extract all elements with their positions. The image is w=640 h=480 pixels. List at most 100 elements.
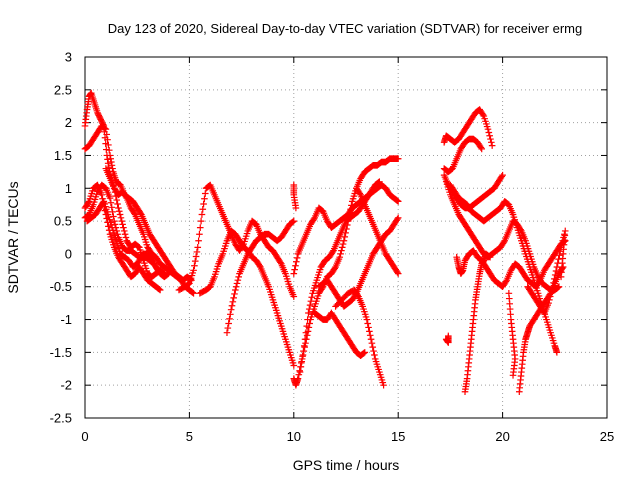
data-point [486,132,493,140]
data-point [546,293,554,300]
y-tick-label: 1.5 [54,148,72,163]
series-arc-13 [311,309,369,359]
data-point [290,293,298,300]
data-point [336,253,344,261]
data-point [499,171,506,179]
series-arc-15 [332,286,387,389]
data-point [191,257,199,265]
x-tick-label: 15 [391,429,405,444]
data-point [371,351,378,359]
data-point [113,196,121,204]
series-arc-8 [196,227,298,369]
data-point [394,270,402,277]
data-point [119,221,126,228]
data-point [190,267,197,274]
data-point [509,372,517,379]
data-point [303,322,311,330]
series-arc-12 [296,178,383,376]
data-point [550,279,557,287]
data-point [198,211,206,218]
data-point [552,267,560,275]
data-point [233,280,241,287]
data-point [114,200,121,208]
data-point [549,283,557,291]
data-point [380,381,387,389]
data-point [116,211,124,218]
data-point [230,294,237,302]
data-point [156,286,163,293]
data-point [108,204,116,211]
axis-ticks: 0 5 10 15 20 25 -2.5 -2 -1.5 -1 -0.5 0 0.5 1 1.5 2 2.5 3 [50,50,615,445]
series-arc-9 [223,217,298,336]
x-tick-label: 10 [287,429,301,444]
data-point [557,273,565,281]
data-point [225,320,232,327]
series-arc-28 [442,332,452,346]
data-point [338,247,345,254]
data-point [307,297,315,305]
data-point [154,267,162,274]
data-point [376,178,383,186]
data-point [121,230,129,238]
data-point [105,146,113,154]
data-point [101,125,109,132]
data-point [553,263,561,271]
data-point [547,289,555,297]
data-point [551,275,558,283]
data-point [102,125,110,133]
data-point [200,200,207,208]
data-point [304,316,311,323]
data-point [551,271,559,279]
data-point [559,263,567,271]
data-point [110,217,118,225]
data-point [190,289,197,297]
data-point [115,207,123,215]
series-arc-18 [440,106,496,149]
data-point [290,217,298,225]
data-point [232,286,239,294]
data-point [231,290,238,298]
data-point [477,144,485,151]
data-point [299,353,306,360]
data-point [306,301,314,309]
data-point [235,273,242,281]
grid [85,57,607,418]
chart-title: Day 123 of 2020, Sidereal Day-to-day VTE… [108,21,582,36]
data-point [375,179,382,186]
data-point [340,237,348,245]
data-point [103,131,111,138]
data-point [104,136,111,144]
data-point [201,195,208,203]
data-point [229,298,237,306]
data-point [370,347,377,355]
data-point [294,375,302,382]
series-arc-7 [175,181,298,300]
data-point [363,316,371,323]
data-point [114,230,121,238]
data-point [111,221,119,228]
data-point [107,155,114,163]
data-point [553,349,561,356]
plot-frame [84,56,608,419]
data-point [487,135,494,143]
series-arc-5 [83,198,162,274]
data-point [548,286,556,294]
data-point [367,335,375,343]
y-tick-label: 2.5 [54,82,72,97]
data-point [290,362,298,369]
data-point [301,335,309,343]
data-point [224,324,232,332]
data-point [296,368,304,376]
data-point [197,217,205,225]
data-point [293,258,300,266]
data-point [368,339,376,347]
y-tick-label: 1 [65,181,72,196]
data-point [445,332,452,340]
series-arc-6 [102,165,197,297]
series-arc-1 [81,89,168,281]
data-point [104,160,112,167]
data-point [293,254,301,262]
data-point [300,347,307,355]
data-point [193,248,201,256]
data-point [102,146,110,153]
